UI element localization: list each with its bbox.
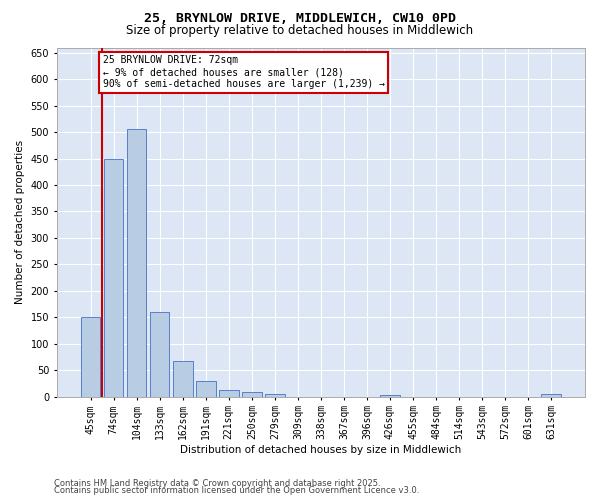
Bar (81, 317, 100, 396)
Text: Contains public sector information licensed under the Open Government Licence v3: Contains public sector information licen… (54, 486, 419, 495)
Bar (380, 395, 400, 396)
Bar (104, 158, 124, 396)
Text: 25, BRYNLOW DRIVE, MIDDLEWICH, CW10 0PD: 25, BRYNLOW DRIVE, MIDDLEWICH, CW10 0PD (144, 12, 456, 26)
Bar (219, 390, 239, 396)
Text: Size of property relative to detached houses in Middlewich: Size of property relative to detached ho… (127, 24, 473, 37)
Text: Contains HM Land Registry data © Crown copyright and database right 2025.: Contains HM Land Registry data © Crown c… (54, 478, 380, 488)
Bar (541, 394, 561, 396)
Bar (173, 361, 193, 396)
X-axis label: Distribution of detached houses by size in Middlewich: Distribution of detached houses by size … (180, 445, 461, 455)
Bar (127, 130, 146, 396)
Y-axis label: Number of detached properties: Number of detached properties (15, 140, 25, 304)
Text: 25 BRYNLOW DRIVE: 72sqm
← 9% of detached houses are smaller (128)
90% of semi-de: 25 BRYNLOW DRIVE: 72sqm ← 9% of detached… (103, 56, 385, 88)
Bar (265, 394, 284, 396)
Bar (242, 392, 262, 396)
Bar (196, 380, 215, 396)
Bar (150, 312, 169, 396)
